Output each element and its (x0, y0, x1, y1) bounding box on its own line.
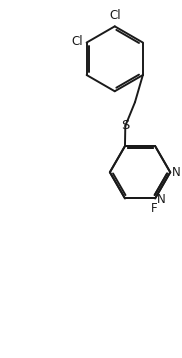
Text: Cl: Cl (110, 9, 121, 23)
Text: N: N (172, 166, 181, 179)
Text: S: S (121, 118, 130, 131)
Text: Cl: Cl (71, 35, 83, 48)
Text: F: F (151, 202, 158, 215)
Text: N: N (157, 193, 166, 206)
